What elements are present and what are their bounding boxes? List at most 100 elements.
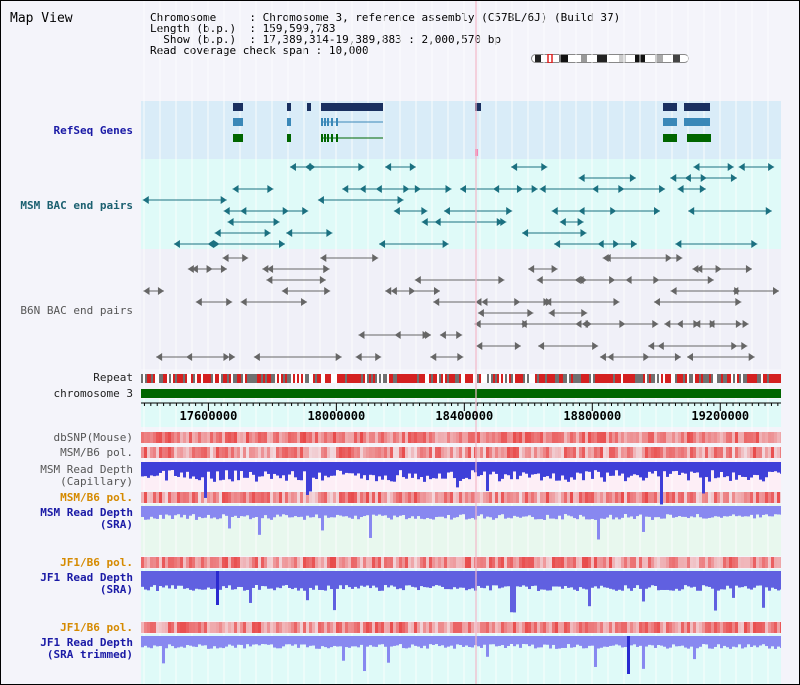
jf1-read-depth-trimmed-label[interactable]: JF1 Read Depth (SRA trimmed) xyxy=(40,637,133,661)
snp-density-cell xyxy=(213,557,216,568)
depth-bar xyxy=(546,636,549,645)
depth-bar xyxy=(555,571,558,587)
depth-bar xyxy=(510,462,513,480)
depth-bar xyxy=(771,506,774,517)
msm-read-depth-capillary-label[interactable]: MSM Read Depth (Capillary) xyxy=(40,464,133,488)
depth-bar xyxy=(627,462,630,478)
repeat-block xyxy=(523,374,525,383)
snp-density-cell xyxy=(162,557,165,568)
repeat-block xyxy=(319,374,321,383)
depth-bar xyxy=(450,636,453,646)
snp-density-cell xyxy=(354,557,357,568)
depth-bar xyxy=(186,636,189,646)
snp-density-cell xyxy=(198,492,201,503)
msm-bac-end-pairs-label[interactable]: MSM BAC end pairs xyxy=(20,199,133,212)
depth-bar xyxy=(405,462,408,479)
snp-density-cell xyxy=(651,432,654,443)
snp-density-cell xyxy=(558,622,561,633)
snp-density-cell xyxy=(417,447,420,458)
snp-density-cell xyxy=(663,447,666,458)
msm-b6-pol-label[interactable]: MSM/B6 pol. xyxy=(60,446,133,459)
depth-bar xyxy=(462,571,465,588)
snp-density-cell xyxy=(660,622,663,633)
depth-bar xyxy=(522,462,525,473)
repeat-block xyxy=(747,374,749,383)
depth-bar xyxy=(393,462,396,482)
msm-b6-pol-sra-label[interactable]: MSM/B6 pol. xyxy=(60,491,133,504)
depth-bar xyxy=(369,506,372,538)
depth-bar xyxy=(648,462,651,472)
b6n-bac-end-pairs-label[interactable]: B6N BAC end pairs xyxy=(20,304,133,317)
snp-density-cell xyxy=(345,447,348,458)
snp-density-cell xyxy=(540,432,543,443)
repeat-block xyxy=(563,374,565,383)
depth-bar xyxy=(333,462,336,476)
depth-bar xyxy=(396,636,399,646)
msm-depth-sra-line2: (SRA) xyxy=(99,518,133,531)
snp-density-cell xyxy=(372,622,375,633)
jf1-read-depth-sra-label[interactable]: JF1 Read Depth (SRA) xyxy=(40,572,133,596)
snp-density-cell xyxy=(489,492,492,503)
depth-bar xyxy=(504,506,507,519)
snp-density-cell xyxy=(693,432,696,443)
snp-density-cell xyxy=(648,622,651,633)
depth-bar xyxy=(240,506,243,517)
depth-bar xyxy=(396,571,399,590)
snp-density-cell xyxy=(369,622,372,633)
refseq-genes-label[interactable]: RefSeq Genes xyxy=(53,124,133,137)
depth-bar xyxy=(144,571,147,590)
snp-density-cell xyxy=(747,557,750,568)
depth-bar xyxy=(189,462,192,479)
repeat-block xyxy=(333,374,335,383)
depth-bar xyxy=(177,462,180,477)
depth-bar xyxy=(318,506,321,519)
snp-density-cell xyxy=(429,622,432,633)
snp-density-cell xyxy=(552,447,555,458)
snp-density-cell xyxy=(747,432,750,443)
snp-density-cell xyxy=(315,557,318,568)
jf1-b6-pol-2-label[interactable]: JF1/B6 pol. xyxy=(60,621,133,634)
depth-bar xyxy=(243,571,246,591)
depth-bar xyxy=(501,636,504,646)
depth-bar xyxy=(144,506,147,520)
depth-bar xyxy=(390,636,393,647)
msm-read-depth-sra-label[interactable]: MSM Read Depth (SRA) xyxy=(40,507,133,531)
depth-bar xyxy=(366,506,369,516)
snp-density-cell xyxy=(741,492,744,503)
snp-density-cell xyxy=(402,432,405,443)
dbsnp-label[interactable]: dbSNP(Mouse) xyxy=(53,431,133,444)
track-canvas[interactable] xyxy=(141,1,781,684)
bac-end-marker xyxy=(430,353,437,361)
snp-density-cell xyxy=(747,492,750,503)
snp-density-cell xyxy=(585,492,588,503)
depth-bar xyxy=(660,462,663,505)
jf1-b6-pol-label[interactable]: JF1/B6 pol. xyxy=(60,556,133,569)
depth-bar xyxy=(276,506,279,515)
snp-density-cell xyxy=(363,492,366,503)
snp-density-cell xyxy=(501,492,504,503)
snp-density-cell xyxy=(267,447,270,458)
snp-density-cell xyxy=(297,557,300,568)
snp-density-cell xyxy=(588,432,591,443)
depth-bar xyxy=(306,462,309,495)
depth-bar xyxy=(720,571,723,590)
depth-bar xyxy=(645,506,648,517)
depth-bar xyxy=(168,571,171,589)
snp-density-cell xyxy=(462,447,465,458)
snp-density-cell xyxy=(189,622,192,633)
depth-bar xyxy=(747,506,750,517)
depth-bar xyxy=(558,636,561,649)
depth-bar xyxy=(183,462,186,478)
depth-bar xyxy=(318,462,321,473)
snp-density-cell xyxy=(669,447,672,458)
depth-bar xyxy=(273,506,276,518)
snp-density-cell xyxy=(243,492,246,503)
repeat-block xyxy=(767,374,769,383)
snp-density-cell xyxy=(438,432,441,443)
snp-density-cell xyxy=(207,622,210,633)
snp-density-cell xyxy=(546,432,549,443)
repeat-block xyxy=(775,374,777,383)
repeat-block xyxy=(431,374,433,383)
snp-density-cell xyxy=(519,557,522,568)
